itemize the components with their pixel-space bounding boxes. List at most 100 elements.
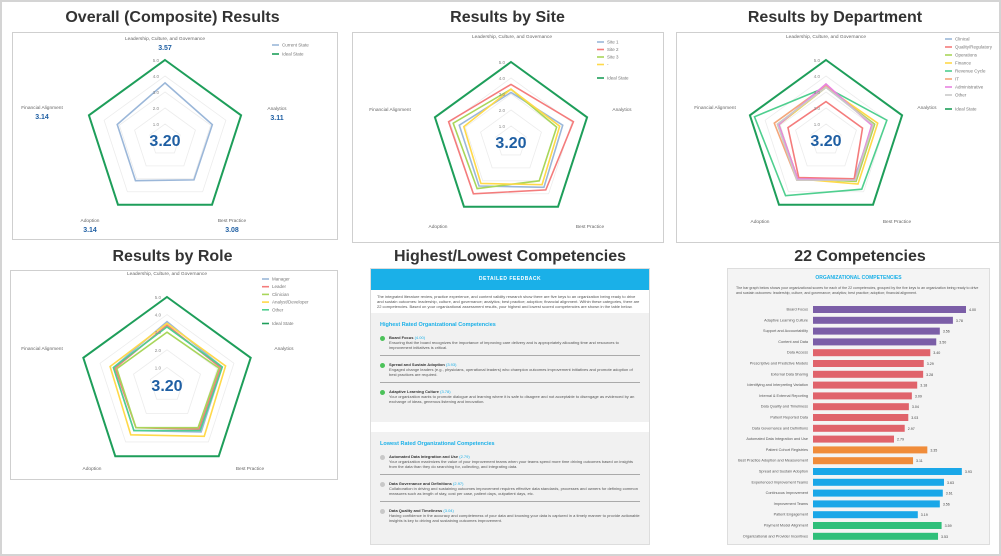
- competency-score: (4.00): [414, 335, 426, 340]
- legend-label: Site 3: [607, 55, 619, 60]
- radar-chart-0: [87, 44, 279, 206]
- series-ideal-state-polygon: [82, 295, 252, 458]
- bar-category-label: Data Governance and Definitions: [752, 426, 808, 430]
- competency-score: (3.04): [443, 508, 454, 513]
- tick-label: 2.0: [499, 108, 506, 113]
- bar-value-label: 3.09: [915, 394, 922, 398]
- competency-description: Engaged change leaders (e.g., physicians…: [389, 367, 633, 377]
- axis-score: 3.08: [225, 227, 239, 234]
- status-dot-icon: [380, 363, 385, 368]
- status-dot-icon: [380, 509, 385, 514]
- axis-label: Leadership, Culture, and Governance: [127, 271, 207, 277]
- bar-value-label: 3.93: [965, 470, 972, 474]
- series-ideal-state-polygon: [748, 58, 904, 206]
- grid-ring: [495, 125, 527, 156]
- tick-label: 5.0: [155, 295, 162, 300]
- bar-value-label: 3.56: [943, 330, 950, 334]
- bar-value-label: 3.53: [941, 535, 948, 539]
- competency-score: (2.97): [453, 481, 464, 486]
- axis-label: Analytics: [274, 346, 294, 352]
- center-score: 3.20: [810, 133, 841, 150]
- axis-label: Analytics: [612, 107, 632, 113]
- bar-value-label: 3.40: [933, 351, 940, 355]
- axis-label: Financial Alignment: [21, 105, 63, 111]
- legend-label: IT: [955, 77, 959, 82]
- series-other-polygon: [112, 325, 224, 432]
- bar-value-label: 3.56: [943, 502, 950, 506]
- legend-label: Leader: [272, 284, 287, 289]
- department-title: Results by Department: [747, 9, 923, 26]
- bar-experienced-improvement-teams: [813, 478, 944, 486]
- series-ideal-state-polygon: [87, 58, 243, 206]
- series-analyst-developer-polygon: [109, 322, 227, 438]
- competencies-description: The bar graph below shows your organizat…: [736, 286, 979, 295]
- radar-chart-3: [82, 278, 269, 458]
- axis-label: Analytics: [267, 106, 287, 112]
- tick-label: 1.0: [155, 365, 162, 370]
- series-other-polygon: [776, 86, 875, 181]
- legend-label: Analyst/Developer: [272, 300, 309, 305]
- legend-label: Finance: [955, 61, 972, 66]
- bar-value-label: 3.19: [921, 513, 928, 517]
- bar-value-label: 3.78: [956, 319, 963, 323]
- tick-label: 1.0: [499, 124, 506, 129]
- axis-label: Financial Alignment: [694, 105, 736, 111]
- legend-label: -: [607, 62, 609, 67]
- bar-prescriptive-and-predictive-models: [813, 360, 924, 367]
- bar-value-label: 3.35: [930, 448, 937, 452]
- legend-label: Manager: [272, 277, 290, 282]
- legend-label: Clinical: [955, 37, 970, 42]
- competency-item: Adaptive Learning Culture (3.78) Your org…: [380, 386, 640, 409]
- bar-value-label: 3.18: [920, 384, 927, 388]
- series---polygon: [462, 88, 561, 186]
- grid-ring: [149, 366, 185, 400]
- legend-label: Current State: [282, 43, 309, 48]
- series-site-1-polygon: [458, 91, 564, 189]
- tick-label: 3.0: [814, 90, 821, 95]
- tick-label: 1.0: [814, 122, 821, 127]
- bar-value-label: 3.59: [945, 524, 952, 528]
- status-dot-icon: [380, 390, 385, 395]
- competency-name: Data Governance and Definitions: [389, 481, 452, 486]
- bar-category-label: Best Practice Adoption and Measurement: [738, 459, 809, 463]
- grid-ring: [134, 107, 196, 167]
- grid-ring: [810, 123, 842, 154]
- axis-score: 3.14: [35, 114, 49, 121]
- bar-identifying-and-interpreting-variation: [813, 381, 918, 389]
- radar-chart-1: [433, 41, 604, 208]
- bar-value-label: 3.61: [946, 492, 953, 496]
- bar-internal-external-reporting: [813, 392, 912, 400]
- legend-label: Ideal State: [955, 107, 977, 112]
- site-title: Results by Site: [450, 9, 565, 26]
- legend-label: Clinician: [272, 292, 290, 297]
- overall-title: Overall (Composite) Results: [65, 9, 280, 26]
- role-title: Results by Role: [112, 248, 233, 265]
- bar-category-label: Prescriptive and Predictive Models: [750, 362, 808, 366]
- legend-label: Quality/Regulatory: [955, 45, 993, 50]
- feedback-intro: The integrated literature review, practi…: [371, 290, 649, 313]
- site-chart-box: [352, 32, 664, 243]
- bar-category-label: Continuous Improvement: [766, 491, 809, 495]
- axis-label: Analytics: [917, 105, 937, 111]
- bar-category-label: Patient Engagement: [774, 513, 809, 517]
- bar-category-label: External Data Sharing: [771, 372, 808, 376]
- bar-spread-and-sustain-adoption: [813, 468, 962, 475]
- competency-description: Your organization wants to promote dialo…: [389, 394, 635, 404]
- bar-category-label: Data Quality and Timeliness: [761, 405, 808, 409]
- axis-label: Leadership, Culture, and Governance: [786, 34, 866, 40]
- bar-patient-cohort-registries: [813, 446, 928, 454]
- grid-ring: [149, 123, 181, 154]
- legend-label: Ideal State: [607, 76, 629, 81]
- tick-label: 3.0: [499, 92, 506, 97]
- competency-name: Data Quality and Timeliness: [389, 508, 443, 513]
- axis-label: Best Practice: [576, 224, 605, 230]
- series-current-state-polygon: [116, 81, 214, 182]
- competency-description: Ensuring that the board recognizes the i…: [389, 340, 619, 350]
- competency-description: Having confidence in the accuracy and co…: [389, 513, 640, 523]
- bar-data-quality-and-timeliness: [813, 403, 909, 411]
- series-clinician-polygon: [115, 331, 220, 429]
- axis-label: Best Practice: [883, 219, 912, 225]
- bar-category-label: Experienced Improvement Teams: [752, 480, 809, 484]
- bar-data-governance-and-definitions: [813, 424, 905, 432]
